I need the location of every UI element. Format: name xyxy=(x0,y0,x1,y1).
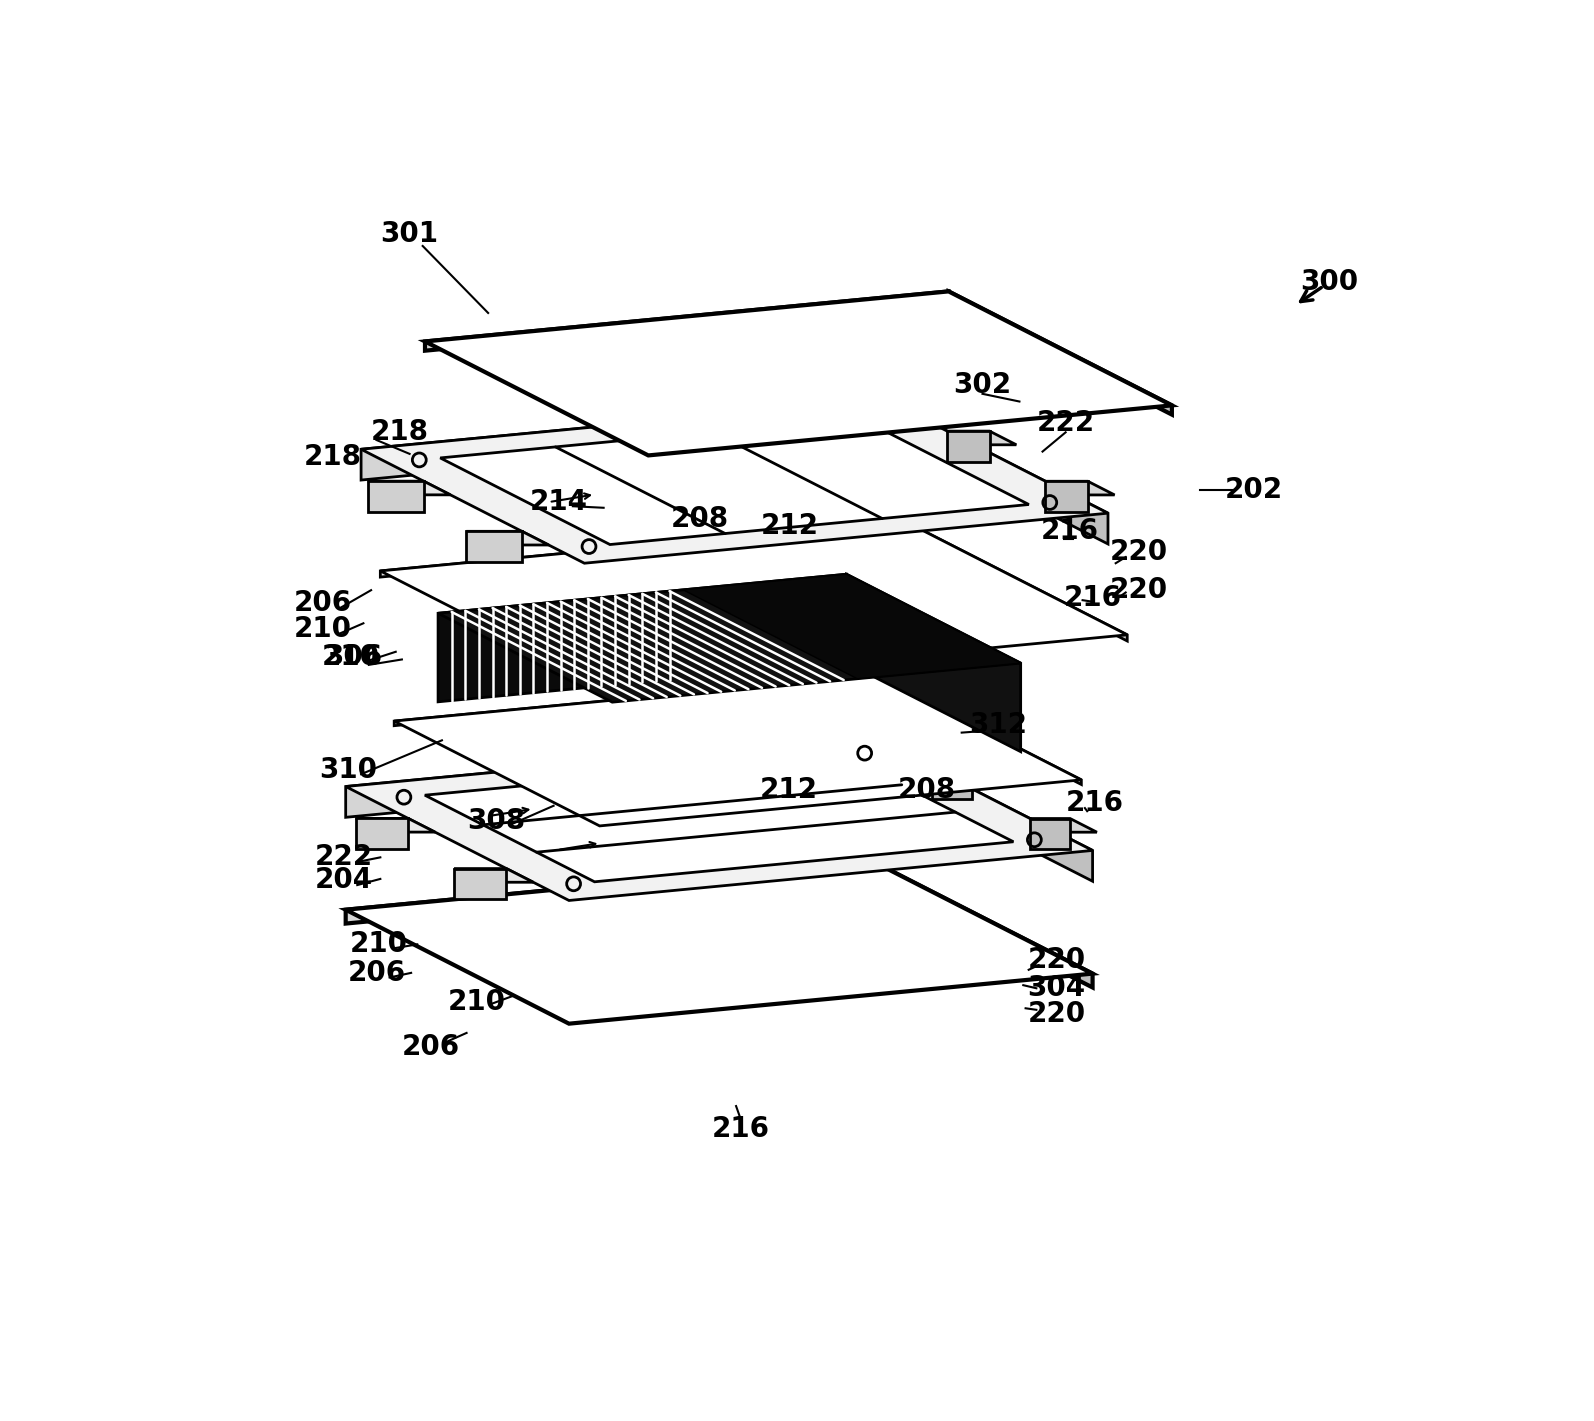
Polygon shape xyxy=(869,860,1092,988)
Polygon shape xyxy=(355,818,408,850)
Text: 210: 210 xyxy=(322,644,379,671)
Polygon shape xyxy=(440,418,1028,544)
Polygon shape xyxy=(1030,818,1097,833)
Polygon shape xyxy=(346,736,869,817)
Polygon shape xyxy=(454,868,507,899)
Text: 212: 212 xyxy=(760,512,819,540)
Text: 216: 216 xyxy=(1041,517,1098,544)
Polygon shape xyxy=(394,675,877,726)
Text: 216: 216 xyxy=(1066,790,1124,817)
Text: 222: 222 xyxy=(314,843,373,871)
Polygon shape xyxy=(467,531,521,563)
Text: 206: 206 xyxy=(293,590,352,617)
Polygon shape xyxy=(1046,482,1114,495)
Text: 210: 210 xyxy=(293,615,352,642)
Text: 202: 202 xyxy=(1226,476,1283,504)
Text: 216: 216 xyxy=(711,1115,770,1142)
Text: 220: 220 xyxy=(1027,999,1086,1027)
Polygon shape xyxy=(885,399,1108,544)
Polygon shape xyxy=(355,818,435,833)
Text: 210: 210 xyxy=(448,988,505,1016)
Text: 312: 312 xyxy=(969,710,1027,739)
Text: 310: 310 xyxy=(319,756,378,783)
Polygon shape xyxy=(346,860,869,924)
Polygon shape xyxy=(438,574,1020,702)
Text: 220: 220 xyxy=(1109,537,1168,566)
Polygon shape xyxy=(346,860,1092,1023)
Text: 216: 216 xyxy=(1063,584,1122,612)
Polygon shape xyxy=(426,291,948,351)
Polygon shape xyxy=(394,675,1081,826)
Text: 208: 208 xyxy=(897,776,956,804)
Polygon shape xyxy=(947,431,1017,445)
Text: 206: 206 xyxy=(402,1033,461,1061)
Text: 300: 300 xyxy=(1301,269,1358,296)
Polygon shape xyxy=(684,574,1020,679)
Text: 220: 220 xyxy=(1027,946,1086,973)
Text: 214: 214 xyxy=(529,487,588,516)
Polygon shape xyxy=(438,574,846,702)
Polygon shape xyxy=(368,482,424,512)
Text: 212: 212 xyxy=(759,776,818,804)
Text: 301: 301 xyxy=(381,220,438,247)
Polygon shape xyxy=(362,399,885,480)
Polygon shape xyxy=(948,291,1172,415)
Polygon shape xyxy=(381,522,904,577)
Text: 308: 308 xyxy=(467,807,524,836)
Polygon shape xyxy=(346,736,1092,901)
Polygon shape xyxy=(869,736,1092,881)
Polygon shape xyxy=(381,522,1127,685)
Polygon shape xyxy=(1030,818,1070,850)
Text: 302: 302 xyxy=(953,371,1012,398)
Polygon shape xyxy=(904,522,1127,641)
Text: 204: 204 xyxy=(314,867,373,894)
Polygon shape xyxy=(877,675,1081,784)
Polygon shape xyxy=(426,291,1172,455)
Text: 210: 210 xyxy=(349,931,408,958)
Text: 218: 218 xyxy=(303,443,362,470)
Polygon shape xyxy=(368,482,451,495)
Polygon shape xyxy=(932,769,999,782)
Text: 222: 222 xyxy=(1036,409,1095,438)
Polygon shape xyxy=(1046,482,1087,512)
Polygon shape xyxy=(932,769,972,799)
Polygon shape xyxy=(947,431,990,462)
Text: 206: 206 xyxy=(347,959,405,986)
Text: 304: 304 xyxy=(1027,975,1086,1002)
Polygon shape xyxy=(467,531,548,546)
Polygon shape xyxy=(846,574,1020,752)
Text: 218: 218 xyxy=(370,418,429,446)
Polygon shape xyxy=(454,868,534,882)
Text: 220: 220 xyxy=(1109,576,1168,604)
Text: 208: 208 xyxy=(671,504,728,533)
Text: 306: 306 xyxy=(324,644,383,671)
Polygon shape xyxy=(426,755,1014,882)
Polygon shape xyxy=(362,399,1108,563)
